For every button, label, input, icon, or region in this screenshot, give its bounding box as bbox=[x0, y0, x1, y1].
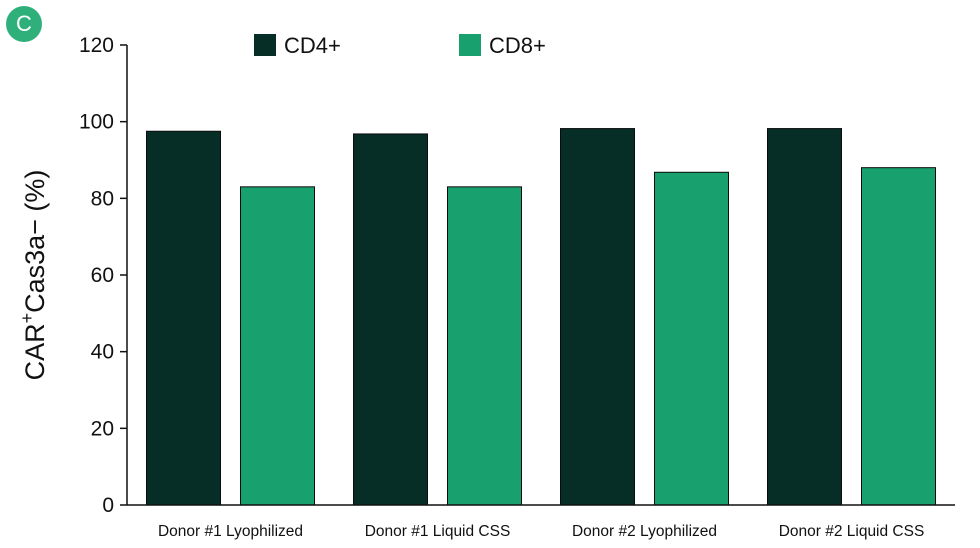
y-axis-title-main: CAR bbox=[20, 323, 50, 380]
y-tick-label: 120 bbox=[79, 34, 114, 57]
bar-cd8-4 bbox=[861, 167, 936, 506]
bars-group bbox=[146, 128, 936, 506]
y-axis-title: CAR+Cas3a− (%) bbox=[17, 170, 50, 381]
bar-cd4-1 bbox=[146, 130, 221, 506]
y-tick-label: 80 bbox=[91, 187, 114, 210]
bar-cd4-2 bbox=[353, 133, 428, 506]
y-tick-label: 20 bbox=[91, 417, 114, 440]
bar-cd8-3 bbox=[654, 171, 729, 506]
x-category-label: Donor #2 Lyophilized bbox=[572, 523, 717, 540]
panel-label-badge: C bbox=[6, 6, 42, 42]
x-category-label: Donor #1 Liquid CSS bbox=[365, 523, 511, 540]
bar-cd4-4 bbox=[767, 128, 842, 506]
legend-label-cd4: CD4+ bbox=[284, 33, 341, 58]
bar-cd8-2 bbox=[447, 186, 522, 506]
y-tick-label: 60 bbox=[91, 264, 114, 287]
legend: CD4+ CD8+ bbox=[254, 33, 546, 58]
y-axis-title-rest: Cas3a− (%) bbox=[20, 170, 50, 313]
svg-text:CAR+Cas3a− (%): CAR+Cas3a− (%) bbox=[17, 170, 50, 381]
y-tick-label: 40 bbox=[91, 341, 114, 364]
legend-swatch-cd8 bbox=[459, 34, 481, 56]
x-category-label: Donor #2 Liquid CSS bbox=[779, 523, 925, 540]
y-tick-label: 0 bbox=[102, 494, 114, 517]
legend-label-cd8: CD8+ bbox=[489, 33, 546, 58]
axes-group: 0 20 40 60 80 100 120 Donor #1 Lyophilized Donor… bbox=[79, 34, 955, 540]
bar-cd4-3 bbox=[560, 128, 635, 506]
y-axis-title-superscript: + bbox=[17, 313, 37, 324]
y-tick-label: 100 bbox=[79, 111, 114, 134]
legend-swatch-cd4 bbox=[254, 34, 276, 56]
x-category-label: Donor #1 Lyophilized bbox=[158, 523, 303, 540]
bar-cd8-1 bbox=[240, 186, 315, 506]
